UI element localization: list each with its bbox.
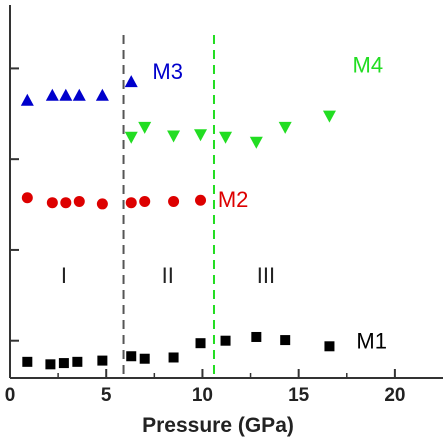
point-m3	[59, 88, 73, 101]
point-m2	[73, 195, 85, 207]
x-tick-label: 10	[192, 385, 213, 406]
series-labels: M1 M2 M3 M4	[152, 53, 387, 354]
point-m2	[60, 197, 72, 209]
point-m1	[126, 351, 137, 362]
point-m4	[219, 131, 233, 144]
point-m4	[167, 130, 181, 143]
point-m4	[124, 131, 138, 144]
series-label-m2: M2	[218, 187, 249, 212]
point-m1	[22, 356, 33, 367]
phase-boundaries	[122, 35, 215, 378]
point-m4	[249, 136, 263, 149]
point-m1	[45, 359, 56, 370]
point-m2	[125, 197, 137, 209]
point-m1	[97, 355, 108, 366]
y-axis-ticks	[10, 67, 19, 342]
region-label: I	[61, 263, 67, 288]
point-m1	[220, 335, 231, 346]
point-m1	[168, 352, 179, 363]
point-m1	[72, 356, 83, 367]
point-m4	[194, 129, 208, 142]
series-label-m3: M3	[152, 59, 183, 84]
point-m2	[168, 195, 180, 207]
x-tick-label: 15	[288, 385, 310, 406]
region-label: II	[162, 263, 174, 288]
region-labels: I II III	[61, 263, 275, 288]
point-m1	[251, 331, 262, 342]
point-m1	[280, 335, 291, 346]
point-m1	[139, 353, 150, 364]
point-m2	[139, 195, 151, 207]
point-m3	[20, 93, 34, 106]
point-m2	[46, 197, 58, 209]
point-m2	[195, 194, 207, 206]
x-axis-ticks: 0 5 10 15 20	[5, 369, 405, 406]
x-tick-label: 0	[5, 385, 16, 406]
point-m1	[324, 341, 335, 352]
region-label: III	[257, 263, 275, 288]
point-m4	[278, 121, 292, 134]
x-axis-label: Pressure (GPa)	[142, 414, 294, 437]
x-tick-label: 20	[384, 385, 405, 406]
x-tick-label: 5	[101, 385, 112, 406]
point-m4	[138, 121, 152, 134]
series-label-m4: M4	[353, 53, 384, 78]
point-m2	[96, 198, 108, 210]
point-m3	[95, 88, 109, 101]
point-m2	[21, 192, 33, 204]
point-m3	[72, 88, 86, 101]
point-m4	[322, 110, 336, 123]
data-points	[20, 75, 336, 370]
point-m1	[58, 358, 69, 369]
point-m3	[124, 75, 138, 88]
series-label-m1: M1	[356, 329, 387, 354]
point-m1	[195, 338, 206, 349]
point-m3	[45, 88, 59, 101]
plot-frame	[9, 5, 443, 379]
